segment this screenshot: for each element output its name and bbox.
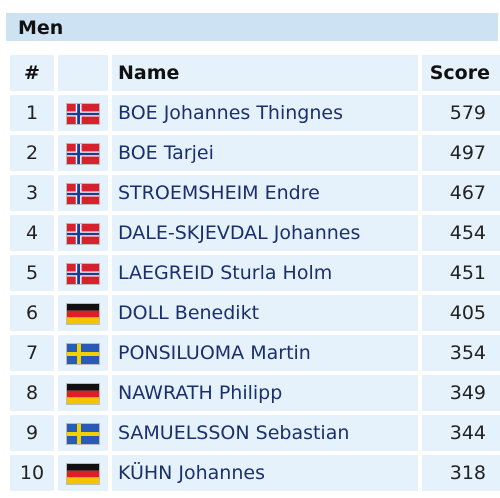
rank-cell: 1	[10, 95, 54, 135]
score-cell: 354	[418, 335, 500, 375]
rank-cell: 6	[10, 295, 54, 335]
score-cell: 497	[418, 135, 500, 175]
score-cell: 451	[418, 255, 500, 295]
germany-flag-icon	[67, 383, 99, 404]
flag-cell	[54, 295, 108, 335]
athlete-name-link[interactable]: PONSILUOMA Martin	[108, 335, 418, 375]
section-title: Men	[18, 17, 64, 39]
flag-cell	[54, 215, 108, 255]
table-row[interactable]: 2 BOE Tarjei 497	[10, 135, 500, 175]
norway-flag-icon	[67, 183, 99, 204]
athlete-name-link[interactable]: BOE Tarjei	[108, 135, 418, 175]
score-column-header[interactable]: Score	[418, 55, 500, 95]
flag-cell	[54, 135, 108, 175]
athlete-name-link[interactable]: DALE-SKJEVDAL Johannes	[108, 215, 418, 255]
table-row[interactable]: 1 BOE Johannes Thingnes 579	[10, 95, 500, 135]
athlete-name-link[interactable]: DOLL Benedikt	[108, 295, 418, 335]
score-cell: 344	[418, 415, 500, 455]
athlete-name-link[interactable]: KÜHN Johannes	[108, 455, 418, 495]
athlete-name-link[interactable]: SAMUELSSON Sebastian	[108, 415, 418, 455]
germany-flag-icon	[67, 463, 99, 484]
section-header: Men	[6, 13, 498, 41]
rank-cell: 7	[10, 335, 54, 375]
flag-cell	[54, 415, 108, 455]
rank-cell: 4	[10, 215, 54, 255]
rank-cell: 8	[10, 375, 54, 415]
norway-flag-icon	[67, 143, 99, 164]
name-column-header[interactable]: Name	[108, 55, 418, 95]
standings-table: # Name Score 1 BOE Johannes Thingnes 579 2 B…	[10, 55, 500, 495]
rank-cell: 2	[10, 135, 54, 175]
athlete-name-link[interactable]: STROEMSHEIM Endre	[108, 175, 418, 215]
athlete-name-link[interactable]: LAEGREID Sturla Holm	[108, 255, 418, 295]
table-row[interactable]: 7 PONSILUOMA Martin 354	[10, 335, 500, 375]
germany-flag-icon	[67, 303, 99, 324]
score-cell: 467	[418, 175, 500, 215]
score-cell: 349	[418, 375, 500, 415]
table-row[interactable]: 6 DOLL Benedikt 405	[10, 295, 500, 335]
athlete-name-link[interactable]: NAWRATH Philipp	[108, 375, 418, 415]
rank-cell: 9	[10, 415, 54, 455]
flag-cell	[54, 455, 108, 495]
flag-cell	[54, 255, 108, 295]
rank-cell: 5	[10, 255, 54, 295]
sweden-flag-icon	[67, 343, 99, 364]
table-row[interactable]: 8 NAWRATH Philipp 349	[10, 375, 500, 415]
norway-flag-icon	[67, 223, 99, 244]
flag-cell	[54, 95, 108, 135]
norway-flag-icon	[67, 263, 99, 284]
score-cell: 318	[418, 455, 500, 495]
table-row[interactable]: 10 KÜHN Johannes 318	[10, 455, 500, 495]
rank-column-header[interactable]: #	[10, 55, 54, 95]
table-row[interactable]: 9 SAMUELSSON Sebastian 344	[10, 415, 500, 455]
score-cell: 579	[418, 95, 500, 135]
table-header-row: # Name Score	[10, 55, 500, 95]
rank-cell: 10	[10, 455, 54, 495]
norway-flag-icon	[67, 103, 99, 124]
table-row[interactable]: 5 LAEGREID Sturla Holm 451	[10, 255, 500, 295]
score-cell: 405	[418, 295, 500, 335]
sweden-flag-icon	[67, 423, 99, 444]
athlete-name-link[interactable]: BOE Johannes Thingnes	[108, 95, 418, 135]
flag-cell	[54, 175, 108, 215]
flag-cell	[54, 375, 108, 415]
table-row[interactable]: 4 DALE-SKJEVDAL Johannes 454	[10, 215, 500, 255]
score-cell: 454	[418, 215, 500, 255]
flag-cell	[54, 335, 108, 375]
table-row[interactable]: 3 STROEMSHEIM Endre 467	[10, 175, 500, 215]
rank-cell: 3	[10, 175, 54, 215]
flag-column-header	[54, 55, 108, 95]
